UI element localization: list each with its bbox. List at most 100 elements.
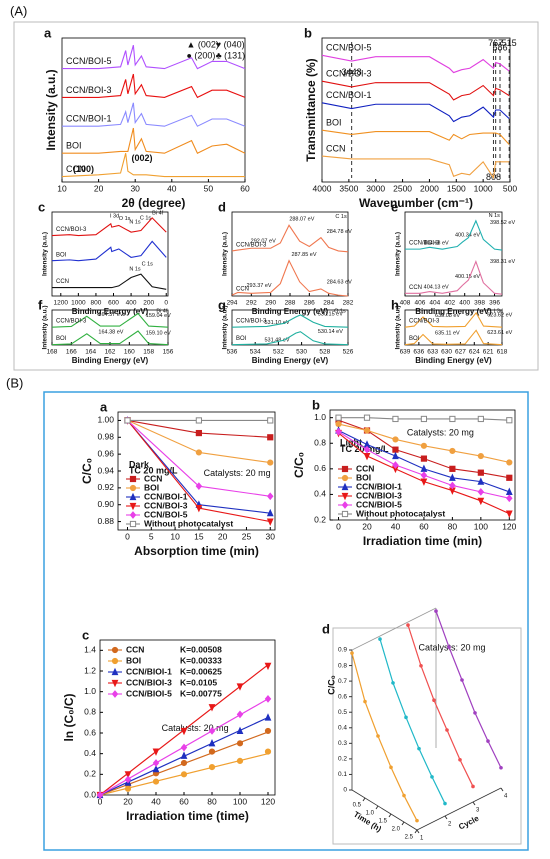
annotation: 164.38 eV <box>98 330 123 336</box>
annotation: 400.15 eV <box>455 274 480 280</box>
marker <box>505 510 513 518</box>
y-tick-label: 1.2 <box>84 665 96 675</box>
x-tick-label: 120 <box>261 796 275 806</box>
z-tick-label: 4 <box>504 794 508 800</box>
plot-frame <box>99 639 276 796</box>
x-tick-label: 200 <box>143 300 154 307</box>
x-tick-label: 630 <box>441 349 452 356</box>
x-tick-label: 2.0 <box>392 827 401 833</box>
marker <box>404 715 408 720</box>
marker <box>335 427 342 436</box>
series-line <box>407 624 474 787</box>
z-tick <box>500 787 504 792</box>
series-line <box>61 153 245 178</box>
series-label: CCN/BOI-3 <box>409 319 440 325</box>
x-tick-label: 80 <box>448 521 458 531</box>
z-tick <box>472 801 476 806</box>
annotation: I 3d <box>494 309 503 315</box>
axis-line <box>351 789 418 831</box>
x-tick-label: 284 <box>323 300 334 307</box>
x-tick-label: 534 <box>250 349 261 356</box>
annotation: ♥ (040) <box>216 40 245 50</box>
series-line <box>62 102 246 127</box>
panel-label: c <box>82 627 89 642</box>
x-tick-label: 60 <box>419 521 429 531</box>
marker <box>266 492 274 501</box>
marker <box>264 695 272 703</box>
marker <box>477 497 485 506</box>
x-tick-label: 1200 <box>54 300 69 307</box>
y-tick-label: 0.4 <box>338 724 347 731</box>
x-tick-label: 10 <box>170 531 180 541</box>
x-axis-label: Binding Energy (eV) <box>415 356 492 365</box>
x-tick-label: 30 <box>266 531 276 541</box>
x-tick-label: 532 <box>273 349 284 356</box>
y-tick-label: 0.1 <box>338 771 347 778</box>
marker <box>506 459 513 466</box>
section-frame <box>13 21 539 371</box>
legend-marker <box>129 475 137 483</box>
legend-note: K=0.00775 <box>180 688 222 698</box>
x-tick-label: 40 <box>391 521 401 531</box>
marker <box>335 414 342 421</box>
series-line <box>405 219 503 251</box>
series-label: CCN/BOI-3 <box>56 227 87 233</box>
panel-label: d <box>218 199 226 214</box>
y-axis-label: Intensity (a.u.) <box>42 305 49 349</box>
annotation: 284.63 eV <box>327 279 352 285</box>
series-line <box>51 330 169 346</box>
marker <box>392 461 399 469</box>
marker <box>195 482 203 491</box>
x-tick-label: 282 <box>343 300 354 307</box>
legend-marker <box>341 492 349 501</box>
annotation: 686 <box>492 42 507 52</box>
annotation: 159.10 eV <box>146 331 171 337</box>
marker <box>449 481 456 490</box>
series-label: CCN/BOI-3 <box>326 69 372 79</box>
panel-label: f <box>38 297 43 312</box>
y-tick-label: 0.88 <box>97 516 114 526</box>
annotation: Bi 4f <box>156 309 167 315</box>
x-tick-label: 50 <box>204 183 214 193</box>
x-tick-label: 290 <box>265 300 276 307</box>
legend-note: K=0.0105 <box>180 677 217 687</box>
series-label: CCN/BOI-5 <box>66 56 112 66</box>
x-tick-label: 166 <box>66 349 77 356</box>
y-axis-label: Transmittance (%) <box>304 58 318 161</box>
x-tick-label: 526 <box>343 349 354 356</box>
series-line <box>321 129 510 145</box>
series-label: BOI <box>56 252 67 258</box>
legend-label: BOI <box>126 655 141 665</box>
y-tick-label: 1.00 <box>97 415 114 425</box>
y-tick-label: 0.90 <box>97 499 114 509</box>
x-tick <box>362 797 366 802</box>
marker <box>236 726 244 735</box>
annotation: Catalysts: 20 mg <box>418 642 485 652</box>
plot-frame <box>61 37 246 183</box>
x-tick-label: 636 <box>413 349 424 356</box>
y-tick-label: 0.92 <box>97 482 114 492</box>
x-tick-label: 1500 <box>447 183 466 193</box>
section-frame <box>43 391 529 851</box>
x-tick-label: 160 <box>124 349 135 356</box>
marker <box>124 785 132 792</box>
z-tick <box>416 829 420 834</box>
series-label: CCN/BOI-1 <box>66 114 112 124</box>
marker <box>391 681 395 685</box>
plot-frame <box>51 211 169 297</box>
y-tick-label: 0.0 <box>84 789 96 799</box>
legend-marker <box>111 679 119 688</box>
legend-marker <box>111 657 119 665</box>
series-label: CCN <box>56 279 69 285</box>
marker <box>417 746 421 751</box>
section-label: (A) <box>10 3 27 18</box>
x-tick-label: 800 <box>91 300 102 307</box>
marker <box>392 415 399 423</box>
x-tick <box>375 805 379 810</box>
annotation: 515 <box>502 38 517 48</box>
legend-label: BOI <box>144 482 159 492</box>
x-tick-label: 0 <box>164 300 168 307</box>
legend-label: CCN/BIOI-1 <box>126 666 172 676</box>
marker <box>477 477 485 485</box>
marker <box>392 436 399 443</box>
